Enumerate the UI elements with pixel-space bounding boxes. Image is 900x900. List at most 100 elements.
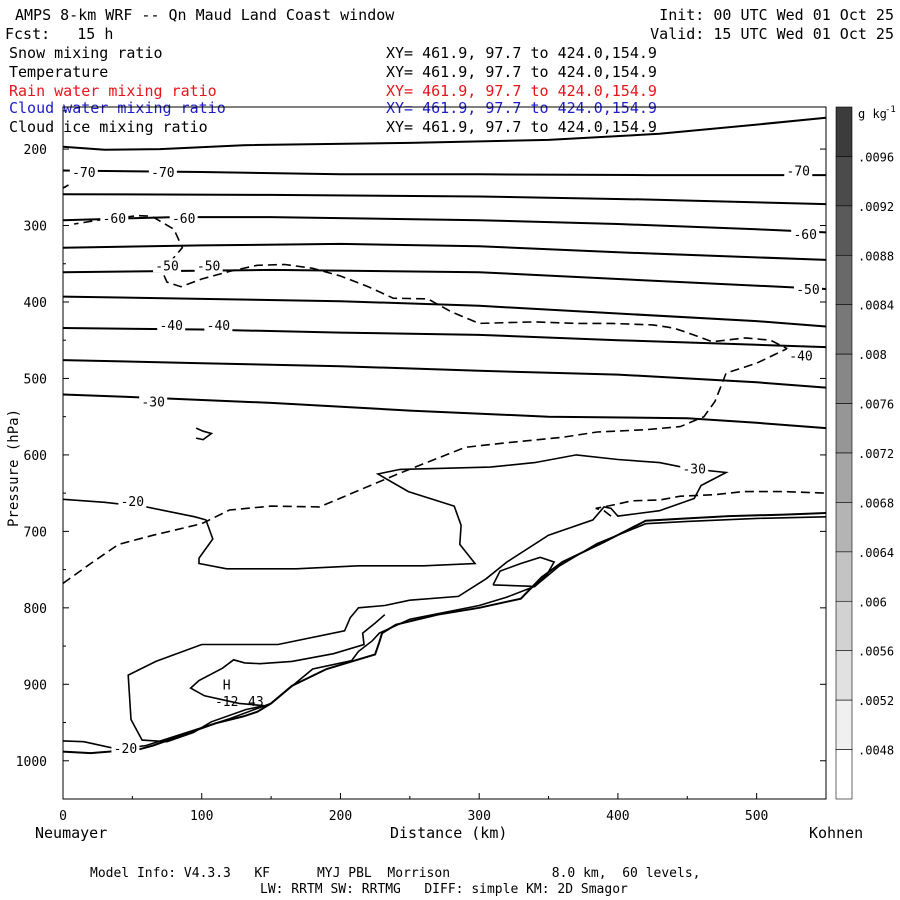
colorbar-segment	[835, 600, 853, 652]
colorbar-segment	[835, 156, 853, 207]
colorbar-tick-label: .0048	[858, 744, 894, 758]
field-name-temperature: Temperature	[9, 63, 109, 81]
isotherm-label-bg	[787, 348, 816, 363]
isotherm-label-bg	[793, 281, 822, 296]
field-xy-rain: XY= 461.9, 97.7 to 424.0,154.9	[386, 82, 657, 100]
field-xy-cloud-ice: XY= 461.9, 97.7 to 424.0,154.9	[386, 118, 657, 136]
field-xy-snow: XY= 461.9, 97.7 to 424.0,154.9	[386, 44, 657, 62]
isotherm-line	[62, 359, 827, 389]
y-tick-label: 200	[24, 143, 47, 158]
colorbar-segment	[835, 353, 853, 404]
colorbar-tick-label: .0088	[858, 249, 894, 263]
isotherm-label: -60	[793, 228, 816, 243]
isotherm-label-bg	[194, 258, 223, 273]
colorbar-segment	[835, 304, 853, 355]
colorbar-tick-label: .0084	[858, 299, 894, 313]
x-tick-label: 400	[606, 809, 629, 824]
isotherm-label: -50	[796, 283, 819, 298]
isotherm-label: -40	[789, 350, 812, 365]
tiny-contour	[195, 427, 214, 441]
isotherm-label-bg	[153, 258, 182, 273]
point-label: H	[223, 678, 231, 693]
isotherm-label: -30	[141, 395, 164, 410]
isotherm-label: -50	[197, 259, 220, 274]
chart-title: AMPS 8-km WRF -- Qn Maud Land Coast wind…	[15, 6, 395, 24]
colorbar-tick-label: .006	[858, 595, 887, 609]
colorbar-tick-label: .0064	[858, 546, 894, 560]
isotherm-label: -60	[103, 212, 126, 227]
y-tick-label: 700	[24, 525, 47, 540]
isotherm-line	[62, 242, 827, 261]
model-info: Model Info: V4.3.3 KF MYJ PBL Morrison 8…	[90, 866, 701, 881]
isotherm-label-bg	[118, 493, 147, 508]
colorbar-segment	[835, 403, 853, 454]
isotherm-label: -70	[787, 164, 810, 179]
colorbar-segment	[835, 551, 853, 602]
isotherm-label: -70	[72, 166, 95, 181]
isotherm-label-bg	[111, 740, 140, 755]
point-label: 43	[248, 695, 264, 710]
isotherm-label: -50	[155, 259, 178, 274]
y-tick-label: 400	[24, 296, 47, 311]
colorbar-tick-label: .0052	[858, 694, 894, 708]
isotherm-label: -60	[172, 212, 195, 227]
colorbar-segment	[835, 699, 853, 750]
x-axis-label: Distance (km)	[390, 824, 508, 842]
field-name-cloud-water: Cloud water mixing ratio	[9, 99, 226, 117]
terrain-line	[62, 512, 827, 755]
colorbar-segment	[835, 749, 853, 800]
isotherm-label: -40	[159, 319, 182, 334]
field-xy-temperature: XY= 461.9, 97.7 to 424.0,154.9	[386, 63, 657, 81]
point-label: -12	[215, 695, 238, 710]
colorbar-segment	[835, 254, 853, 306]
isotherm-label-bg	[100, 210, 129, 225]
colorbar-unit-exponent: -1	[885, 105, 896, 115]
isotherm-label-bg	[784, 163, 813, 178]
right-end-label: Kohnen	[809, 824, 864, 842]
isotherm-label: -20	[114, 742, 137, 757]
model-info-physics: LW: RRTM SW: RRTMG DIFF: simple KM: 2D S…	[260, 882, 628, 897]
y-tick-label: 1000	[16, 755, 47, 770]
field-name-rain: Rain water mixing ratio	[9, 82, 217, 100]
isotherm-label: -40	[207, 319, 230, 334]
y-tick-label: 600	[24, 449, 47, 464]
x-tick-label: 100	[190, 809, 213, 824]
y-tick-label: 900	[24, 678, 47, 693]
colorbar-segment	[835, 502, 853, 553]
isotherm-label-bg	[139, 394, 168, 409]
colorbar-tick-label: .0092	[858, 200, 894, 214]
forecast-hour: Fcst: 15 h	[5, 25, 114, 43]
cloud-ice-contour	[595, 490, 827, 517]
isotherm-label-bg	[680, 461, 709, 476]
field-name-snow: Snow mixing ratio	[9, 44, 163, 62]
y-tick-label: 500	[24, 372, 47, 387]
init-time: Init: 00 UTC Wed 01 Oct 25	[659, 6, 894, 24]
colorbar-segment	[835, 452, 853, 503]
colorbar-tick-label: .0076	[858, 398, 894, 412]
isotherm-line	[62, 295, 827, 328]
isotherm-label-bg	[169, 210, 198, 225]
colorbar-tick-label: .0096	[858, 150, 894, 164]
left-end-label: Neumayer	[35, 824, 108, 842]
terrain-line-inner	[62, 516, 827, 751]
isotherm-label-bg	[148, 164, 177, 179]
isotherm-label: -30	[682, 463, 705, 478]
plot-frame	[62, 106, 827, 800]
isotherm-label-bg	[157, 317, 186, 332]
isotherm-line	[62, 169, 826, 177]
field-name-cloud-ice: Cloud ice mixing ratio	[9, 118, 208, 136]
colorbar-segment	[835, 205, 853, 256]
isotherm-line	[62, 327, 827, 349]
field-xy-cloud-water: XY= 461.9, 97.7 to 424.0,154.9	[386, 99, 657, 117]
x-tick-label: 300	[467, 809, 490, 824]
colorbar-tick-label: .0056	[858, 645, 894, 659]
colorbar-unit: g kg	[858, 107, 887, 121]
colorbar-segment	[835, 106, 853, 157]
isotherm-label-bg	[69, 164, 98, 179]
colorbar-tick-label: .0068	[858, 496, 894, 510]
isotherm-label: -20	[121, 495, 144, 510]
small-contour	[492, 556, 556, 588]
colorbar-tick-label: .008	[858, 348, 887, 362]
isotherm-label-bg	[204, 317, 233, 332]
